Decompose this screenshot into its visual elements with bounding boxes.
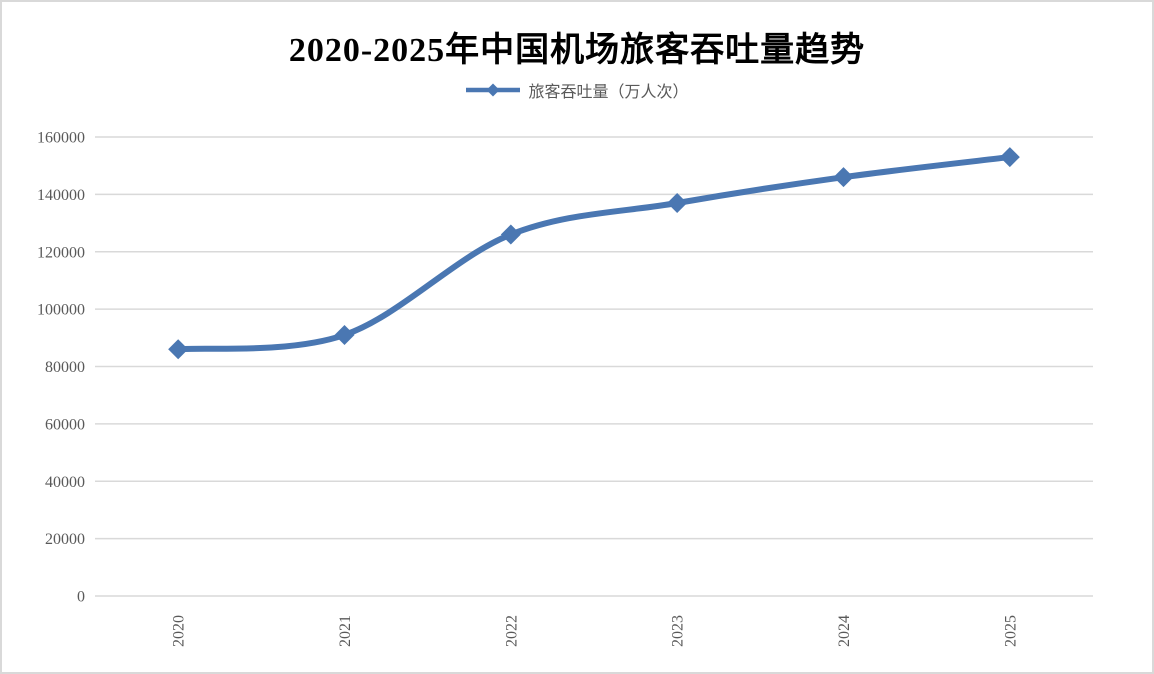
chart-title: 2020-2025年中国机场旅客吞吐量趋势: [288, 32, 866, 69]
y-tick-label: 100000: [37, 302, 85, 319]
legend-line-diamond-icon: [466, 83, 521, 97]
x-tick-label: 2021: [337, 615, 354, 647]
x-tick-label: 2023: [670, 615, 687, 647]
y-tick-label: 20000: [45, 531, 85, 548]
y-tick-label: 60000: [45, 416, 85, 433]
y-tick-label: 40000: [45, 474, 85, 491]
legend-label: 旅客吞吐量（万人次）: [528, 84, 689, 101]
data-point-marker: [999, 147, 1020, 168]
data-point-marker: [667, 192, 688, 213]
x-tick-label: 2025: [1002, 615, 1019, 647]
data-point-marker: [500, 224, 521, 245]
y-tick-label: 140000: [37, 187, 85, 204]
y-tick-label: 120000: [37, 244, 85, 261]
y-tick-label: 80000: [45, 359, 85, 376]
legend: 旅客吞吐量（万人次）: [2, 78, 1152, 102]
data-point-marker: [168, 339, 189, 360]
series-line: [175, 154, 1013, 353]
data-point-marker: [334, 324, 355, 345]
x-tick-label: 2024: [836, 615, 853, 647]
x-tick-label: 2022: [503, 615, 520, 647]
y-tick-label: 0: [77, 589, 85, 606]
x-tick-label: 2020: [171, 615, 188, 647]
y-tick-label: 160000: [37, 130, 85, 147]
data-point-marker: [833, 167, 854, 188]
